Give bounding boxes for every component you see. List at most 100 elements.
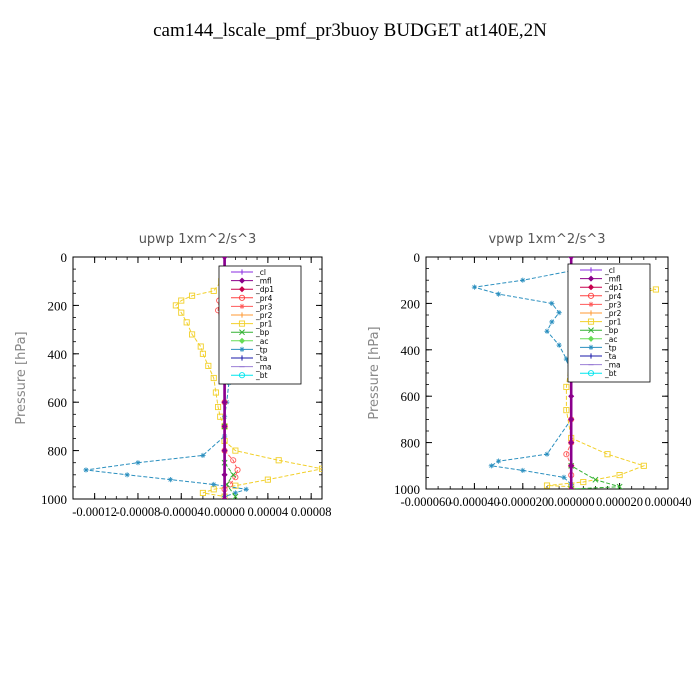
legend-marker	[587, 318, 595, 325]
series-tp-point	[211, 481, 217, 488]
series-tp-point	[496, 458, 502, 464]
series-tp-point	[496, 291, 502, 297]
x-tick-label: 0.00000	[204, 505, 245, 519]
legend-marker	[238, 294, 246, 301]
x-tick-label: -0.00008	[116, 505, 161, 519]
series-pr1-point	[563, 383, 570, 390]
y-tick-label: 800	[401, 436, 421, 451]
series-tp-point	[549, 319, 555, 325]
x-tick-label: -0.00012	[72, 505, 117, 519]
legend-label: _dp1	[255, 285, 274, 294]
legend-box	[218, 265, 302, 385]
legend-label: _ta	[255, 354, 267, 363]
y-tick-label: 200	[401, 296, 421, 311]
series-pr1-line	[175, 271, 322, 498]
series-tp-point	[200, 452, 206, 459]
legend-label: _cl	[255, 268, 266, 277]
series-pr1-point	[604, 451, 611, 458]
series-pr3-point	[234, 466, 241, 474]
series-pr1-point	[210, 374, 217, 382]
legend-marker	[587, 284, 595, 291]
legend-label: _bt	[604, 369, 617, 378]
series-tp-point	[561, 474, 567, 480]
series-tp-point	[544, 451, 550, 457]
series-mfl-point	[221, 495, 228, 499]
y-tick-label: 600	[48, 395, 68, 410]
series-mfl-point	[568, 439, 575, 446]
legend-marker	[239, 346, 245, 352]
y-tick-label: 200	[48, 298, 68, 313]
legend-label: _pr1	[255, 320, 273, 329]
legend-label: _tp	[255, 345, 268, 354]
y-axis-label: Pressure [hPa]	[367, 326, 382, 419]
legend-marker	[588, 353, 594, 359]
series-mfl-point	[568, 416, 575, 423]
legend-label: _bt	[255, 371, 268, 380]
legend-label: _pr1	[604, 318, 622, 327]
y-tick-label: 1000	[41, 492, 67, 507]
series-pr1-point	[197, 343, 204, 350]
legend-label: _pr4	[604, 292, 622, 301]
x-tick-label: 0.00008	[291, 505, 332, 519]
series-tp-line	[474, 270, 572, 485]
legend-label: _pr2	[255, 311, 273, 320]
series-pr1-point	[543, 482, 551, 489]
series-tp-point	[563, 356, 569, 362]
series-tp-point	[520, 277, 526, 283]
series-mfl-point	[568, 485, 575, 489]
series-pr1-point	[563, 407, 570, 414]
y-tick-label: 1000	[394, 482, 420, 497]
legend-label: _bp	[604, 326, 619, 335]
series-pr1-point	[212, 389, 219, 396]
legend-marker	[588, 301, 594, 307]
y-tick-label: 0	[414, 250, 421, 265]
series-bp-point	[592, 476, 599, 483]
series-pr1-point	[318, 465, 322, 472]
series-pr1-point	[189, 292, 196, 299]
series-pr3-point	[232, 474, 239, 481]
series-pr1-point	[172, 302, 179, 309]
x-tick-label: 0.000000	[548, 495, 595, 509]
chart-panel-upwp: upwp 1xm^2/s^3 Pressure [hPa] 0 200 400 600 80…	[14, 232, 331, 519]
series-pr1-point	[232, 447, 239, 454]
legend-marker	[587, 292, 595, 299]
series-mfl-point	[568, 462, 575, 469]
legend-marker	[238, 372, 246, 379]
series-tp-point	[556, 342, 562, 348]
series-pr1-point	[189, 331, 196, 338]
series-pr1-point	[275, 457, 282, 464]
series-pr1-point	[178, 297, 185, 304]
x-tick-label: -0.000020	[497, 495, 548, 509]
series-pr1-point	[652, 286, 659, 293]
legend-marker	[239, 303, 245, 309]
series-tp-point	[556, 310, 562, 316]
series-bp-point	[232, 493, 239, 499]
series-tp-point	[124, 472, 130, 478]
y-tick-label: 400	[401, 343, 421, 358]
series-tp-point	[167, 477, 174, 483]
legend-box	[567, 263, 651, 383]
legend-marker	[587, 275, 595, 282]
series-tp-point	[243, 486, 249, 492]
y-tick-label: 800	[48, 444, 68, 459]
series-mfl-point	[221, 471, 228, 478]
x-tick-label: 0.000040	[645, 495, 692, 509]
series-tp-point	[232, 490, 238, 496]
series-pr1-point	[640, 462, 647, 469]
legend-marker	[588, 327, 594, 334]
series-bp-point	[230, 471, 237, 478]
series-pr1-point	[232, 482, 239, 489]
x-tick-label: -0.000060	[400, 495, 451, 509]
legend-label: _bp	[255, 328, 270, 337]
legend-label: _mfl	[255, 277, 272, 286]
series-mfl-point	[221, 399, 228, 406]
series-mfl-point	[221, 423, 228, 430]
legend-label: _pr3	[255, 302, 273, 311]
legend-marker	[588, 267, 594, 273]
legend-label: _tp	[604, 343, 617, 352]
legend-label: _mfl	[604, 275, 621, 284]
y-tick-label: 600	[401, 389, 421, 404]
series-mfl-point	[221, 257, 228, 261]
series-tp-point	[471, 284, 477, 290]
